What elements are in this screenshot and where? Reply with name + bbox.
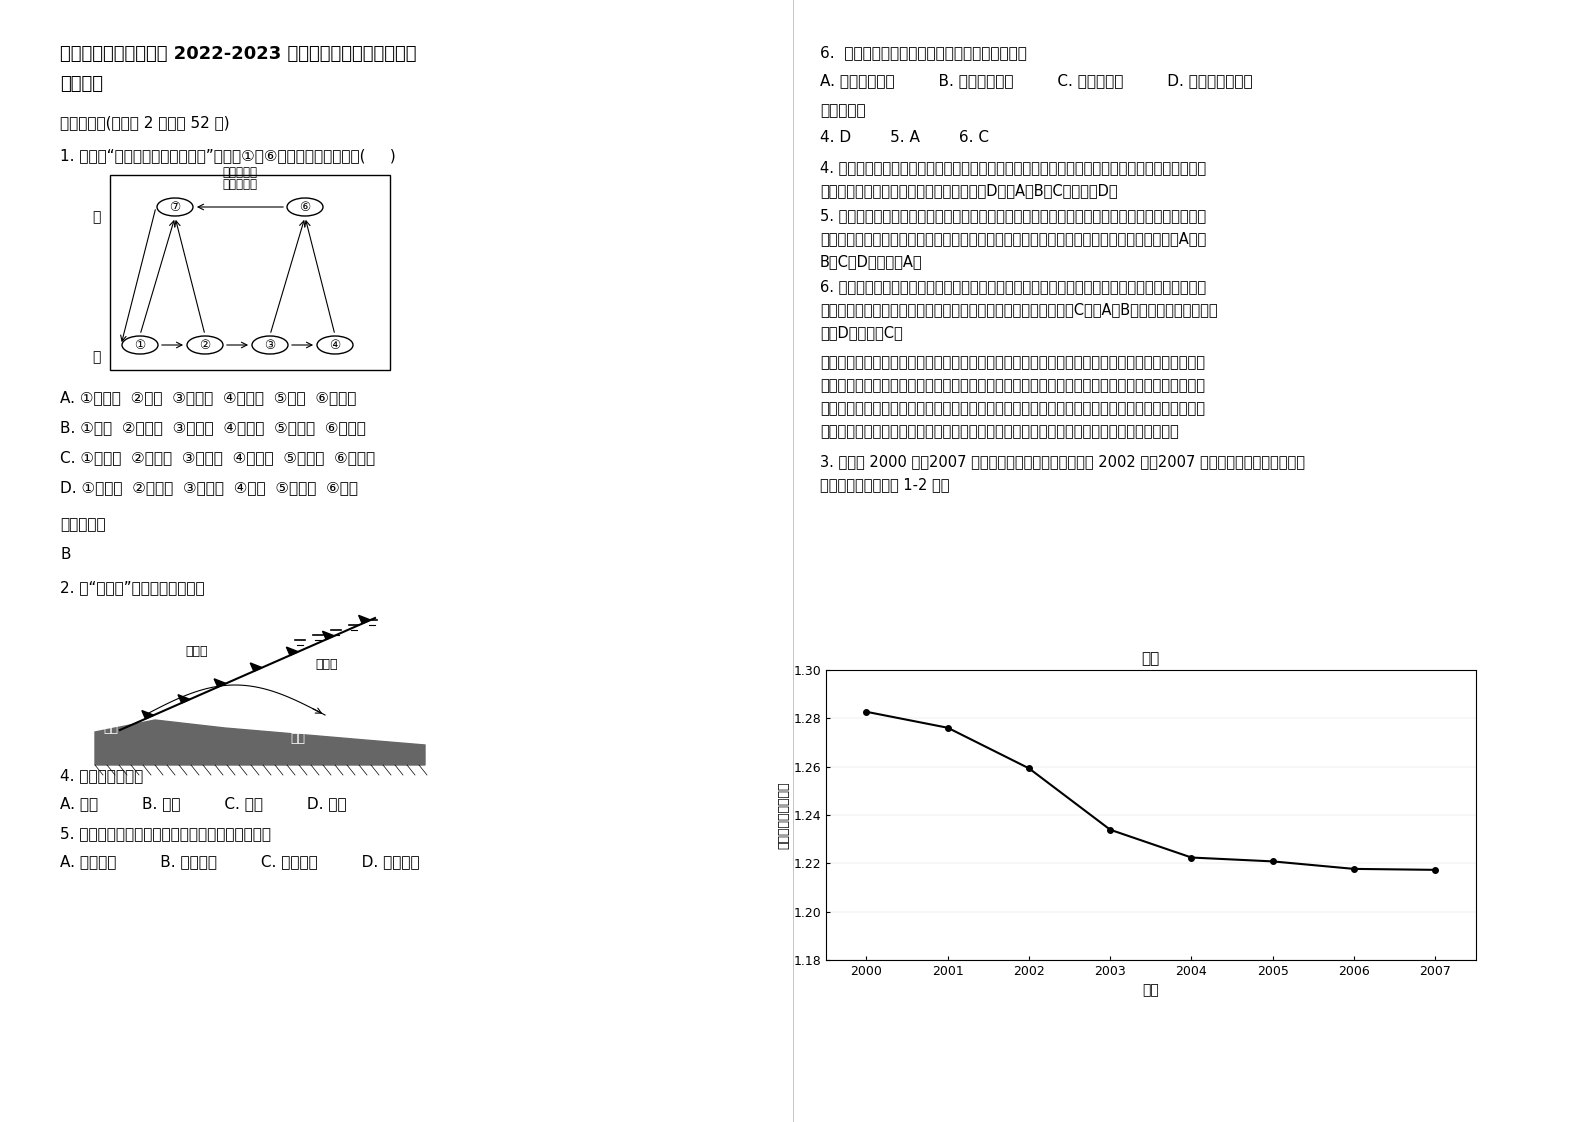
Text: ③: ③ (265, 339, 276, 351)
Text: 卷含解析: 卷含解析 (60, 75, 103, 93)
Polygon shape (286, 647, 298, 655)
Text: 团势力相当，形成锋面。所以，准静止锋的主要成因是地形影响，C对。A、B错。与海陆位置关系不: 团势力相当，形成锋面。所以，准静止锋的主要成因是地形影响，C对。A、B错。与海陆… (820, 302, 1217, 318)
Text: 静止锋主要代表为江淮准静止锋和昆明准静止锋，无论何种锋面类型，降水都在冷气团一侧。: 静止锋主要代表为江淮准静止锋和昆明准静止锋，无论何种锋面类型，降水都在冷气团一侧… (820, 424, 1179, 439)
Text: 4. D        5. A        6. C: 4. D 5. A 6. C (820, 130, 989, 145)
Text: ⑥: ⑥ (300, 201, 311, 213)
X-axis label: 年份: 年份 (1143, 983, 1159, 997)
Text: 原地区，所以此锋面形成的季节多在冬季，D对。A、B、C错。故选D。: 原地区，所以此锋面形成的季节多在冬季，D对。A、B、C错。故选D。 (820, 183, 1117, 197)
Text: 伴随气温降低、气压升高的过程；而暖锋过境过程中往往伴随气温升高、气压降低的过程。我国的准: 伴随气温降低、气压升高的过程；而暖锋过境过程中往往伴随气温升高、气压降低的过程。… (820, 401, 1205, 416)
Text: D. ①喷出岩  ②侵入岩  ③变质岩  ④岩浆  ⑤沉积岩  ⑥岩浆: D. ①喷出岩 ②侵入岩 ③变质岩 ④岩浆 ⑤沉积岩 ⑥岩浆 (60, 480, 359, 495)
Text: A. ①喷出岩  ②岩浆  ③侵入岩  ④变质岩  ⑤岩浆  ⑥沉积岩: A. ①喷出岩 ②岩浆 ③侵入岩 ④变质岩 ⑤岩浆 ⑥沉积岩 (60, 390, 357, 405)
Polygon shape (178, 695, 190, 703)
Text: ①: ① (135, 339, 146, 351)
Polygon shape (322, 632, 335, 640)
Text: ④: ④ (330, 339, 341, 351)
Text: 参考答案：: 参考答案： (820, 103, 865, 118)
Bar (110, 175, 390, 370)
Ellipse shape (287, 197, 324, 217)
Text: 幔: 幔 (92, 350, 100, 364)
Text: 4. 此锋面多形成在: 4. 此锋面多形成在 (60, 767, 143, 783)
Text: B: B (60, 548, 70, 562)
Text: 6. 读图，可以看到，准静止锋是南下冷空气和西南暖湿气流在这里相遇，受云贵高原阻滞，冷暖气: 6. 读图，可以看到，准静止锋是南下冷空气和西南暖湿气流在这里相遇，受云贵高原阻… (820, 279, 1206, 294)
Text: 况示意图，读图回答 1-2 题。: 况示意图，读图回答 1-2 题。 (820, 477, 949, 493)
Text: 3. 图甲为 2000 年～2007 年我国耕地面积变化图，图乙为 2002 年～2007 年我国各类土地面积变化情: 3. 图甲为 2000 年～2007 年我国耕地面积变化图，图乙为 2002 年… (820, 454, 1305, 469)
Ellipse shape (187, 335, 224, 355)
Ellipse shape (317, 335, 352, 355)
Text: ②: ② (200, 339, 211, 351)
Text: 参考答案：: 参考答案： (60, 517, 106, 532)
Text: 风化、侵蚀: 风化、侵蚀 (222, 166, 257, 180)
Text: 2. 读“昆明图”，回答下面小题。: 2. 读“昆明图”，回答下面小题。 (60, 580, 205, 595)
Text: 锋前，无论冷锋降雨还是暖锋降雨，降雨区都在贵阳一侧，所以贵阳的天气特征是阴雨连绵，A对。: 锋前，无论冷锋降雨还是暖锋降雨，降雨区都在贵阳一侧，所以贵阳的天气特征是阴雨连绵… (820, 231, 1206, 246)
Text: A. 暖气团势力强         B. 冷气团势力强         C. 受地形影响         D. 受海陆位置影响: A. 暖气团势力强 B. 冷气团势力强 C. 受地形影响 D. 受海陆位置影响 (820, 73, 1252, 88)
Text: 搞运、堆积: 搞运、堆积 (222, 178, 257, 191)
Text: 一、选择题(每小题 2 分，共 52 分): 一、选择题(每小题 2 分，共 52 分) (60, 114, 230, 130)
Text: 1. 右图是“三大类岩石关系示意图”，图中①～⑥所代表的内容依次是(     ): 1. 右图是“三大类岩石关系示意图”，图中①～⑥所代表的内容依次是( ) (60, 148, 395, 163)
Text: 锋降雨一般持续时间较长、强度较小；冷锋降雨一般为短时期的强降雨。同时，冷锋过境过程中往往: 锋降雨一般持续时间较长、强度较小；冷锋降雨一般为短时期的强降雨。同时，冷锋过境过… (820, 378, 1205, 393)
Polygon shape (359, 615, 370, 624)
Text: 江西省宜春市澄塘中学 2022-2023 学年高一地理上学期期末试: 江西省宜春市澄塘中学 2022-2023 学年高一地理上学期期末试 (60, 45, 416, 63)
Text: 暖空气: 暖空气 (186, 645, 208, 657)
Text: 6.  据图分析影响昆明准静止锋形成的原因主要是: 6. 据图分析影响昆明准静止锋形成的原因主要是 (820, 45, 1027, 59)
Text: 贵阳: 贵阳 (290, 732, 305, 745)
Polygon shape (214, 679, 225, 687)
Ellipse shape (252, 335, 287, 355)
Text: 4. 读图，昆明准静止锋图中，有冷空气到达贵阳地区，北方冷空气只有冬季才能到达南方的云贵高: 4. 读图，昆明准静止锋图中，有冷空气到达贵阳地区，北方冷空气只有冬季才能到达南… (820, 160, 1206, 175)
Text: B. ①岩浆  ②侵入岩  ③变质岩  ④沉积岩  ⑤沉积物  ⑥喷出岩: B. ①岩浆 ②侵入岩 ③变质岩 ④沉积岩 ⑤沉积物 ⑥喷出岩 (60, 420, 367, 435)
Ellipse shape (157, 197, 194, 217)
Polygon shape (95, 720, 425, 765)
Polygon shape (251, 663, 262, 671)
Y-axis label: 耕地面积（亿公顷）: 耕地面积（亿公顷） (778, 781, 790, 848)
Text: 大，D错。故选C。: 大，D错。故选C。 (820, 325, 903, 340)
Text: A. 春季         B. 夏季         C. 秋季         D. 冬季: A. 春季 B. 夏季 C. 秋季 D. 冬季 (60, 795, 346, 811)
Text: 5. 准静止锋是冷暖气团势力相当，相持不下，在该地区徘徊形成的，冷锋降雨在锋后，暖锋降雨在: 5. 准静止锋是冷暖气团势力相当，相持不下，在该地区徘徊形成的，冷锋降雨在锋后，… (820, 208, 1206, 223)
Text: 冷空气: 冷空气 (314, 657, 338, 671)
Text: B、C、D错。故选A。: B、C、D错。故选A。 (820, 254, 922, 269)
Text: ⑦: ⑦ (170, 201, 181, 213)
Text: 地: 地 (92, 210, 100, 224)
Text: A. 阴雨连绵         B. 晴空万里         C. 大雪纷飞         D. 暴风骤雨: A. 阴雨连绵 B. 晴空万里 C. 大雪纷飞 D. 暴风骤雨 (60, 854, 419, 870)
Title: 图甲: 图甲 (1141, 651, 1160, 666)
Text: 5. 受昆明准静止锋的影响，贵阳附近的天气特征是: 5. 受昆明准静止锋的影响，贵阳附近的天气特征是 (60, 826, 271, 842)
Text: C. ①喷出岩  ②沉积物  ③变质岩  ④沉积岩  ⑤岩浆岩  ⑥侵入岩: C. ①喷出岩 ②沉积物 ③变质岩 ④沉积岩 ⑤岩浆岩 ⑥侵入岩 (60, 450, 375, 465)
Text: 【点晴】常见的锋面系统包括冷锋、暖锋和准静止锋。冷锋、暖锋过境过程中均出现降雨现象，但暖: 【点晴】常见的锋面系统包括冷锋、暖锋和准静止锋。冷锋、暖锋过境过程中均出现降雨现… (820, 355, 1205, 370)
Ellipse shape (122, 335, 159, 355)
Polygon shape (141, 710, 154, 719)
Text: 昆明: 昆明 (103, 721, 117, 735)
